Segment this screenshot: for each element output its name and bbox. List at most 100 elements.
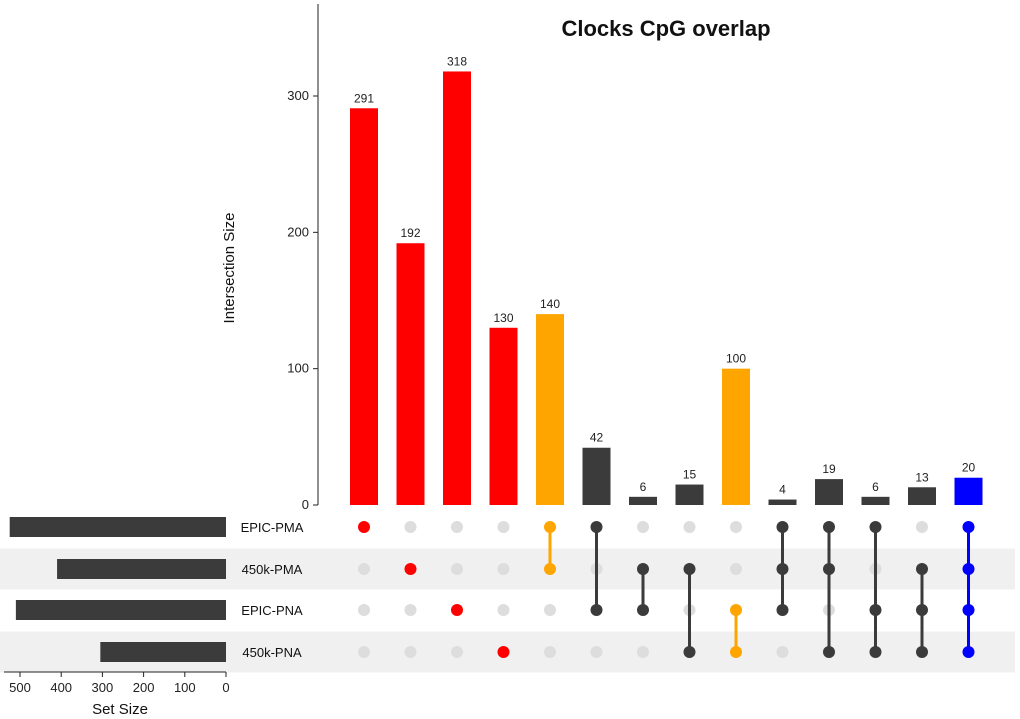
set-size-tick-label: 0 <box>222 680 229 695</box>
matrix-dot-empty <box>637 521 649 533</box>
y-tick-label: 0 <box>302 497 309 512</box>
matrix-dot-filled <box>544 521 556 533</box>
intersection-bar <box>396 243 425 506</box>
matrix-dot-filled <box>637 604 649 616</box>
intersection-bar <box>861 496 890 505</box>
set-size-bar <box>9 517 227 537</box>
set-label: 450k-PMA <box>242 562 303 577</box>
set-size-axis-title: Set Size <box>92 701 148 718</box>
bar-value-label: 140 <box>540 297 560 311</box>
matrix-dot-empty <box>497 521 510 533</box>
matrix-dot-empty <box>776 646 789 658</box>
matrix-dot-filled <box>916 646 928 658</box>
set-size-tick-label: 100 <box>174 680 196 695</box>
set-label: EPIC-PNA <box>241 603 303 618</box>
intersection-bar <box>350 108 378 506</box>
matrix-dot-filled <box>730 646 742 658</box>
y-tick-label: 100 <box>287 361 309 376</box>
set-size-bar <box>100 642 226 662</box>
bar-value-label: 13 <box>915 470 929 484</box>
matrix-dot-empty <box>497 563 510 575</box>
matrix-dot-filled <box>590 521 603 533</box>
set-size-tick-label: 300 <box>92 680 114 695</box>
intersection-bars: 291 192 318 130 140 42 6 15 100 4 19 6 13 20 <box>350 54 983 506</box>
matrix-dot-filled <box>962 563 975 575</box>
matrix-dot-filled <box>637 563 649 575</box>
matrix-dot-filled <box>544 563 556 575</box>
matrix-dot-filled <box>916 563 928 575</box>
intersection-bar <box>443 71 471 506</box>
matrix-dot-filled <box>776 604 789 616</box>
matrix-dot-empty <box>358 604 370 616</box>
bar-value-label: 42 <box>590 431 604 445</box>
y-axis: 0 100 200 300 <box>287 4 319 512</box>
bar-value-label: 19 <box>822 462 836 476</box>
intersection-bar <box>722 368 750 505</box>
matrix-dot-empty <box>730 563 742 575</box>
chart-title: Clocks CpG overlap <box>561 16 770 41</box>
intersection-bar <box>954 477 983 505</box>
matrix-dot-filled <box>683 563 696 575</box>
bar-value-label: 15 <box>683 468 697 482</box>
bar-value-label: 100 <box>726 352 746 366</box>
matrix-dot-filled <box>776 563 789 575</box>
matrix-dot-filled <box>730 604 742 616</box>
bar-value-label: 4 <box>779 483 786 497</box>
matrix-dot-empty <box>544 646 556 658</box>
matrix-dot-filled <box>962 646 975 658</box>
matrix-dot-empty <box>451 563 463 575</box>
matrix-dot-filled <box>916 604 928 616</box>
bar-value-label: 20 <box>962 461 976 475</box>
intersection-bar <box>629 496 657 505</box>
matrix-dot-filled <box>962 604 975 616</box>
matrix-dot-empty <box>916 521 928 533</box>
set-label: EPIC-PMA <box>241 520 304 535</box>
matrix-dot-filled <box>590 604 603 616</box>
bar-value-label: 192 <box>400 226 420 240</box>
matrix-dot-empty <box>358 646 370 658</box>
set-size-bar <box>15 600 226 620</box>
set-size-tick-label: 400 <box>50 680 72 695</box>
matrix-dot-empty <box>683 521 696 533</box>
matrix-dot-filled <box>683 646 696 658</box>
matrix-dot-filled <box>404 563 417 575</box>
matrix-dot-filled <box>823 521 835 533</box>
set-labels: EPIC-PMA 450k-PMA EPIC-PNA 450k-PNA <box>241 520 304 660</box>
set-size-tick-label: 200 <box>133 680 155 695</box>
matrix-dot-empty <box>590 646 603 658</box>
set-label: 450k-PNA <box>242 645 302 660</box>
bar-value-label: 318 <box>447 54 467 68</box>
intersection-bar <box>489 327 518 505</box>
intersection-bar <box>908 487 936 505</box>
intersection-matrix <box>358 521 975 658</box>
intersection-bar <box>768 499 797 505</box>
set-size-bar <box>57 559 226 579</box>
matrix-dot-empty <box>404 604 417 616</box>
matrix-dot-filled <box>451 604 463 616</box>
matrix-dot-filled <box>776 521 789 533</box>
matrix-dot-empty <box>730 521 742 533</box>
intersection-bar <box>675 484 704 505</box>
y-axis-title: Intersection Size <box>221 213 238 324</box>
matrix-dot-filled <box>823 563 835 575</box>
matrix-dot-filled <box>358 521 370 533</box>
intersection-bar <box>582 447 611 505</box>
bar-value-label: 291 <box>354 91 374 105</box>
matrix-dot-empty <box>404 646 417 658</box>
set-size-tick-label: 500 <box>9 680 31 695</box>
matrix-dot-empty <box>358 563 370 575</box>
matrix-dot-filled <box>869 646 882 658</box>
bar-value-label: 6 <box>872 480 879 494</box>
matrix-dot-filled <box>869 604 882 616</box>
matrix-dot-empty <box>637 646 649 658</box>
y-tick-label: 200 <box>287 224 309 239</box>
matrix-dot-filled <box>823 646 835 658</box>
y-tick-label: 300 <box>287 88 309 103</box>
intersection-bar <box>536 314 564 505</box>
bar-value-label: 130 <box>493 311 513 325</box>
intersection-bar <box>815 479 843 505</box>
matrix-dot-empty <box>404 521 417 533</box>
matrix-dot-filled <box>497 646 510 658</box>
matrix-dot-empty <box>451 646 463 658</box>
